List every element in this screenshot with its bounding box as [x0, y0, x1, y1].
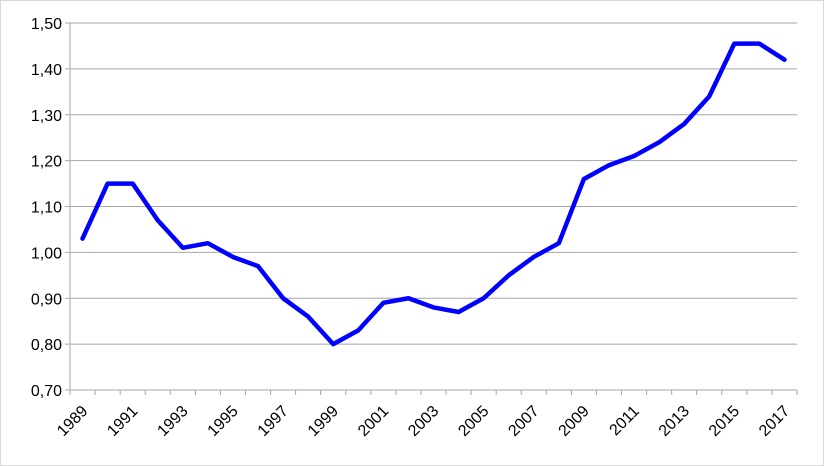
y-tick-label: 1,50	[31, 16, 62, 33]
line-series	[80, 41, 787, 347]
y-tick-label: 0,70	[31, 383, 62, 400]
y-tick-label: 1,00	[31, 245, 62, 262]
y-tick-label: 0,90	[31, 291, 62, 308]
y-tick-label: 1,20	[31, 154, 62, 171]
y-tick-label: 1,30	[31, 108, 62, 125]
y-tick-label: 1,10	[31, 200, 62, 217]
y-tick-label: 0,80	[31, 337, 62, 354]
y-tick-label: 1,40	[31, 62, 62, 79]
